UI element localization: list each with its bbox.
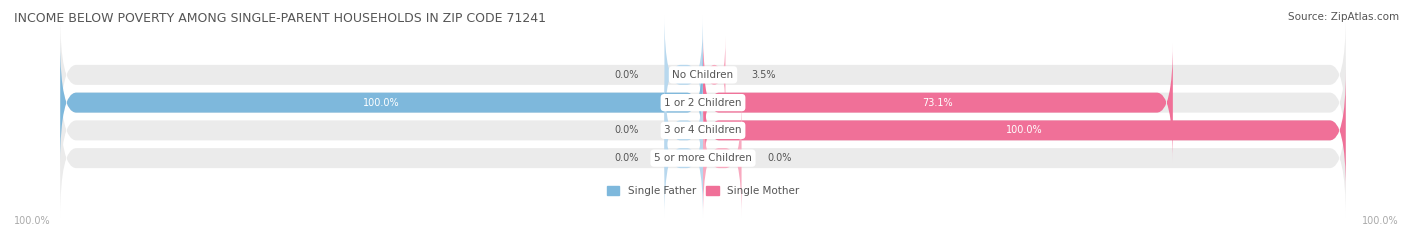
Text: 1 or 2 Children: 1 or 2 Children <box>664 98 742 108</box>
Text: 0.0%: 0.0% <box>614 153 638 163</box>
FancyBboxPatch shape <box>60 99 1346 218</box>
Text: No Children: No Children <box>672 70 734 80</box>
Legend: Single Father, Single Mother: Single Father, Single Mother <box>603 182 803 200</box>
FancyBboxPatch shape <box>703 36 725 113</box>
Text: INCOME BELOW POVERTY AMONG SINGLE-PARENT HOUSEHOLDS IN ZIP CODE 71241: INCOME BELOW POVERTY AMONG SINGLE-PARENT… <box>14 12 546 25</box>
Text: 3 or 4 Children: 3 or 4 Children <box>664 125 742 135</box>
FancyBboxPatch shape <box>60 43 1346 162</box>
FancyBboxPatch shape <box>60 43 703 162</box>
Text: 0.0%: 0.0% <box>614 70 638 80</box>
FancyBboxPatch shape <box>703 99 741 218</box>
FancyBboxPatch shape <box>665 15 703 134</box>
Text: 0.0%: 0.0% <box>614 125 638 135</box>
FancyBboxPatch shape <box>703 43 1173 162</box>
FancyBboxPatch shape <box>60 15 1346 134</box>
Text: 0.0%: 0.0% <box>768 153 792 163</box>
Text: 100.0%: 100.0% <box>363 98 399 108</box>
FancyBboxPatch shape <box>665 71 703 190</box>
Text: 100.0%: 100.0% <box>14 216 51 226</box>
FancyBboxPatch shape <box>665 99 703 218</box>
FancyBboxPatch shape <box>60 71 1346 190</box>
Text: 100.0%: 100.0% <box>1007 125 1043 135</box>
Text: 3.5%: 3.5% <box>751 70 776 80</box>
Text: 100.0%: 100.0% <box>1362 216 1399 226</box>
Text: Source: ZipAtlas.com: Source: ZipAtlas.com <box>1288 12 1399 22</box>
Text: 5 or more Children: 5 or more Children <box>654 153 752 163</box>
Text: 73.1%: 73.1% <box>922 98 953 108</box>
FancyBboxPatch shape <box>703 71 1346 190</box>
